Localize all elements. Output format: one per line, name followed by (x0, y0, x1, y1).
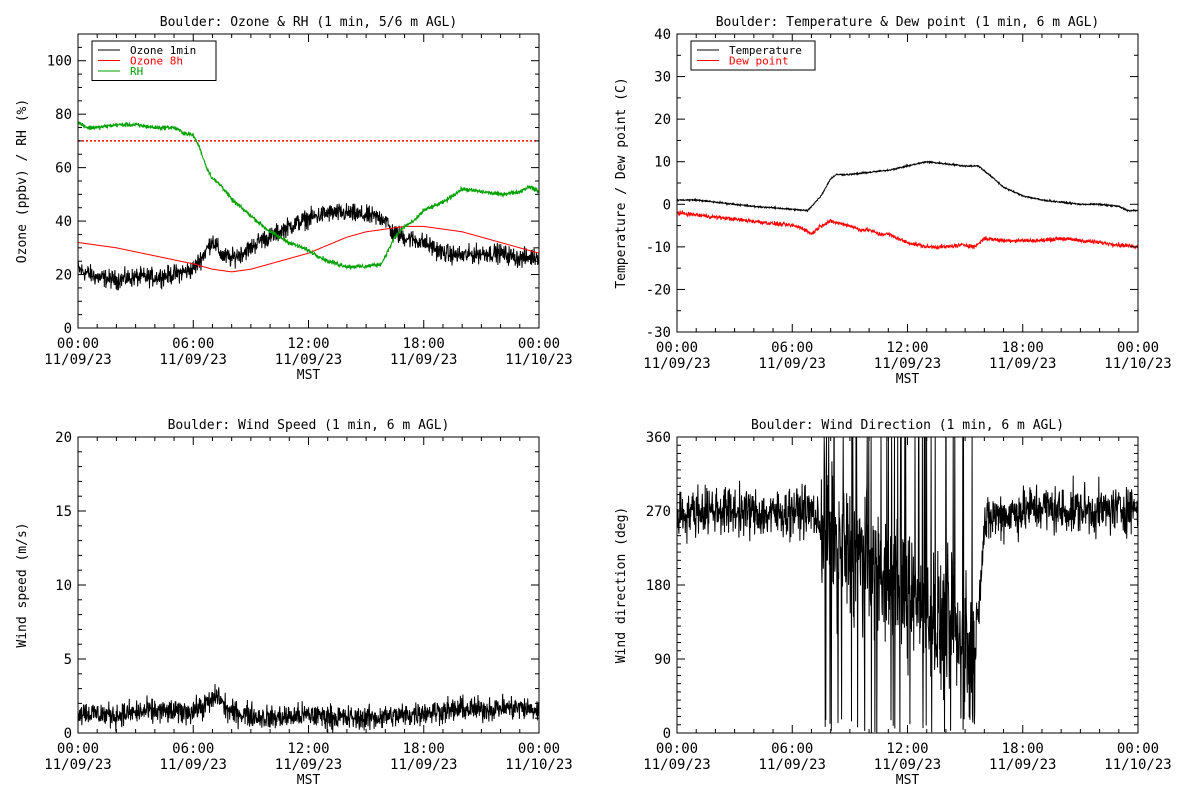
temperature-ytick-label: -30 (646, 325, 671, 341)
ozone-ytick-label: 80 (55, 107, 72, 123)
temperature-plot-frame (676, 33, 1139, 333)
temperature-xtick-date: 11/09/23 (759, 356, 826, 372)
ozone-xtick-date: 11/09/23 (390, 352, 457, 368)
winddir-xtick-date: 11/10/23 (1104, 757, 1171, 773)
winddir-title: Boulder: Wind Direction (1 min, 6 m AGL) (751, 418, 1064, 433)
ozone-xtick-time: 12:00 (287, 336, 329, 352)
winddir-ylabel: Wind direction (deg) (614, 507, 629, 664)
ozone-xtick-time: 18:00 (403, 336, 445, 352)
winddir-xtick-date: 11/09/23 (989, 757, 1056, 773)
temperature-ytick-label: 10 (654, 155, 671, 171)
winddir-xtick-date: 11/09/23 (874, 757, 941, 773)
ozone-legend-label: Ozone 8h (130, 55, 183, 68)
temperature-legend-label: Dew point (729, 55, 789, 68)
winddir-plot-frame (676, 436, 1139, 734)
windspeed-xtick-time: 18:00 (403, 741, 445, 757)
temperature-ytick-label: 0 (663, 197, 671, 213)
windspeed-ytick-label: 0 (64, 726, 72, 742)
windspeed-xtick-date: 11/09/23 (390, 757, 457, 773)
temperature-xtick-time: 00:00 (656, 340, 698, 356)
ozone-xlabel: MST (297, 368, 321, 383)
windspeed-xtick-time: 06:00 (172, 741, 214, 757)
ozone-ytick-label: 100 (47, 54, 72, 70)
ozone-series-0-line (78, 203, 539, 291)
ozone-ylabel: Ozone (ppbv) / RH (%) (15, 99, 30, 263)
windspeed-xtick-date: 11/09/23 (160, 757, 227, 773)
windspeed-xtick-time: 00:00 (518, 741, 560, 757)
ozone-ytick-label: 20 (55, 268, 72, 284)
ozone-ytick-label: 0 (64, 321, 72, 337)
ozone-ytick-label: 60 (55, 161, 72, 177)
temperature-ytick-label: -20 (646, 282, 671, 298)
ozone-series-2-line (78, 121, 539, 271)
windspeed-ytick-label: 10 (55, 578, 72, 594)
windspeed-xlabel: MST (297, 773, 321, 788)
windspeed-plot-frame (77, 436, 540, 734)
ozone-title: Boulder: Ozone & RH (1 min, 5/6 m AGL) (160, 15, 457, 30)
temperature-xtick-time: 00:00 (1117, 340, 1159, 356)
ozone-xtick-time: 00:00 (518, 336, 560, 352)
windspeed-ytick-label: 20 (55, 430, 72, 446)
windspeed-panel: Boulder: Wind Speed (1 min, 6 m AGL) 0 5 10… (15, 418, 573, 788)
winddir-series-0-line (677, 437, 1138, 733)
winddir-xtick-date: 11/09/23 (643, 757, 710, 773)
temperature-xtick-date: 11/09/23 (874, 356, 941, 372)
winddir-ytick-label: 270 (646, 504, 671, 520)
winddir-xlabel: MST (896, 773, 920, 788)
temperature-panel: Boulder: Temperature & Dew point (1 min,… (614, 15, 1172, 387)
windspeed-xtick-date: 11/09/23 (275, 757, 342, 773)
ozone-series-1-line (78, 225, 539, 273)
temperature-ylabel: Temperature / Dew point (C) (614, 77, 629, 288)
ozone-xtick-date: 11/09/23 (160, 352, 227, 368)
temperature-series-0-line (677, 160, 1138, 213)
winddir-xtick-time: 18:00 (1002, 741, 1044, 757)
ozone-ytick-label: 40 (55, 214, 72, 230)
windspeed-series-0-line (78, 683, 539, 733)
temperature-legend (690, 40, 816, 71)
winddir-ytick-label: 180 (646, 578, 671, 594)
ozone-xtick-date: 11/09/23 (44, 352, 111, 368)
temperature-xtick-date: 11/10/23 (1104, 356, 1171, 372)
windspeed-xtick-date: 11/10/23 (505, 757, 572, 773)
temperature-xtick-date: 11/09/23 (989, 356, 1056, 372)
windspeed-xtick-time: 00:00 (57, 741, 99, 757)
temperature-xtick-time: 18:00 (1002, 340, 1044, 356)
ozone-xtick-date: 11/09/23 (275, 352, 342, 368)
winddir-xtick-date: 11/09/23 (759, 757, 826, 773)
temperature-xtick-date: 11/09/23 (643, 356, 710, 372)
ozone-legend-label: Ozone 1min (130, 44, 196, 57)
winddir-xtick-time: 00:00 (1117, 741, 1159, 757)
windspeed-ytick-label: 5 (64, 652, 72, 668)
windspeed-xtick-date: 11/09/23 (44, 757, 111, 773)
temperature-xlabel: MST (896, 372, 920, 387)
temperature-ytick-label: -10 (646, 240, 671, 256)
windspeed-ytick-label: 15 (55, 504, 72, 520)
ozone-xtick-time: 06:00 (172, 336, 214, 352)
temperature-ytick-label: 40 (654, 27, 671, 43)
temperature-xtick-time: 06:00 (771, 340, 813, 356)
winddir-xtick-time: 06:00 (771, 741, 813, 757)
temperature-legend-label: Temperature (729, 44, 802, 57)
windspeed-xtick-time: 12:00 (287, 741, 329, 757)
windspeed-title: Boulder: Wind Speed (1 min, 6 m AGL) (168, 418, 450, 433)
temperature-xtick-time: 12:00 (886, 340, 928, 356)
temperature-series-1-line (677, 210, 1138, 251)
ozone-xtick-time: 00:00 (57, 336, 99, 352)
windspeed-ylabel: Wind speed (m/s) (15, 522, 30, 647)
ozone-panel: Boulder: Ozone & RH (1 min, 5/6 m AGL) 0 2… (15, 15, 573, 383)
ozone-legend-label: RH (130, 65, 143, 78)
winddir-panel: Boulder: Wind Direction (1 min, 6 m AGL)… (614, 418, 1172, 788)
temperature-ytick-label: 30 (654, 70, 671, 86)
winddir-ytick-label: 360 (646, 430, 671, 446)
winddir-xtick-time: 00:00 (656, 741, 698, 757)
temperature-title: Boulder: Temperature & Dew point (1 min,… (716, 15, 1100, 30)
winddir-ytick-label: 0 (663, 726, 671, 742)
winddir-xtick-time: 12:00 (886, 741, 928, 757)
temperature-ytick-label: 20 (654, 112, 671, 128)
ozone-xtick-date: 11/10/23 (505, 352, 572, 368)
winddir-ytick-label: 90 (654, 652, 671, 668)
